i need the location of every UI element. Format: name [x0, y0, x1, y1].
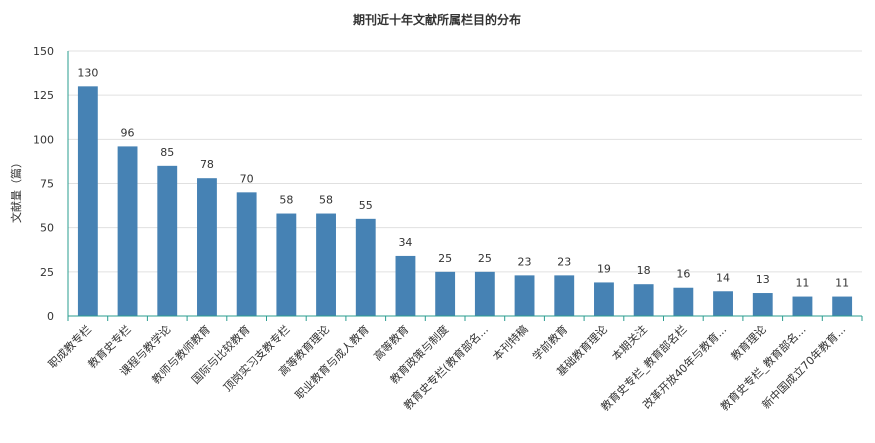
x-tick-label: 学前教育 [529, 322, 570, 363]
y-axis-ticks: 0 25 50 75 100 125 150 [33, 45, 54, 323]
value-labels: 130 96 85 78 70 58 58 55 34 25 25 23 23 19 18 16 14 13 11 1… [77, 66, 849, 289]
bar [594, 282, 614, 316]
value-label: 16 [676, 268, 690, 281]
y-tick-label: 150 [33, 45, 54, 58]
x-tick-label: 职业教育与成人教育 [292, 322, 372, 402]
bar [316, 213, 336, 316]
bar [633, 284, 654, 316]
bar [197, 178, 217, 316]
value-label: 58 [279, 194, 293, 207]
y-axis-label: 文献量（篇） [9, 157, 23, 223]
y-tick-label: 125 [33, 89, 54, 102]
bar [355, 218, 376, 316]
bar [474, 271, 495, 316]
bar [792, 296, 813, 316]
value-label: 70 [240, 172, 254, 185]
x-axis-labels: 职成教专栏教育史专栏课程与教学论教师与教师教育国际与比较教育顶岗实习支教专栏高等… [45, 316, 863, 414]
bar [236, 192, 257, 316]
x-tick-label: 顶岗实习支教专栏 [220, 322, 292, 394]
y-tick-label: 75 [40, 178, 54, 191]
bar [713, 291, 733, 316]
bar [554, 275, 575, 316]
value-label: 85 [160, 146, 174, 159]
value-label: 23 [557, 255, 571, 268]
bar [395, 255, 416, 316]
bar [832, 296, 853, 316]
bar [117, 146, 138, 316]
value-label: 96 [121, 126, 135, 139]
value-label: 55 [359, 199, 373, 212]
x-tick-label: 本刊特稿 [490, 322, 531, 363]
chart-title: 期刊近十年文献所属栏目的分布 [353, 12, 521, 27]
bar [157, 165, 178, 316]
x-tick-label: 本期关注 [609, 322, 650, 363]
bar [276, 213, 297, 316]
value-label: 130 [77, 66, 98, 79]
x-tick-label: 教育理论 [728, 322, 769, 363]
value-label: 14 [716, 271, 730, 284]
value-label: 19 [597, 262, 611, 275]
bar [435, 271, 456, 316]
value-label: 58 [319, 194, 333, 207]
value-label: 11 [835, 277, 849, 290]
bar [752, 293, 773, 316]
value-label: 11 [795, 277, 809, 290]
value-label: 34 [398, 236, 412, 249]
value-label: 25 [438, 252, 452, 265]
bar [673, 287, 694, 316]
y-tick-label: 100 [33, 133, 54, 146]
y-tick-label: 25 [40, 266, 54, 279]
value-label: 25 [478, 252, 492, 265]
value-label: 13 [756, 273, 770, 286]
value-label: 78 [200, 158, 214, 171]
bars [77, 86, 853, 316]
x-tick-label: 高等教育 [371, 322, 412, 363]
value-label: 23 [518, 255, 532, 268]
value-label: 18 [637, 264, 651, 277]
y-tick-label: 0 [47, 310, 54, 323]
bar [77, 86, 98, 316]
bar [514, 275, 535, 316]
y-tick-label: 50 [40, 222, 54, 235]
grid-lines [68, 50, 862, 273]
